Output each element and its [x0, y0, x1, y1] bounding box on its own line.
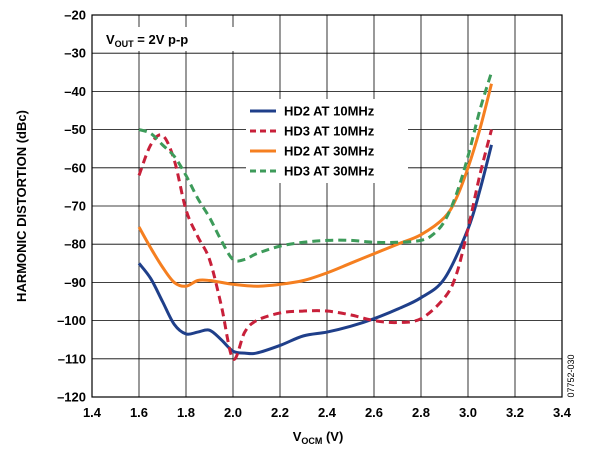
- legend-label: HD3 AT 30MHz: [284, 164, 375, 179]
- y-tick-label: –80: [64, 237, 86, 252]
- series-line-hd2-at-30mhz: [137, 83, 493, 288]
- legend-label: HD2 AT 30MHz: [284, 144, 375, 159]
- legend: HD2 AT 10MHz HD3 AT 10MHz HD2 AT 30MHz HD3 …: [246, 99, 408, 183]
- legend-label: HD3 AT 10MHz: [284, 124, 375, 139]
- grid: [92, 15, 562, 397]
- x-tick-label: 2.0: [224, 405, 242, 420]
- x-tick-label: 2.6: [365, 405, 383, 420]
- y-tick-label: –40: [64, 84, 86, 99]
- plot-frame: [91, 14, 563, 398]
- annotation-sub: OUT: [115, 39, 135, 49]
- y-axis-title: HARMONIC DISTORTION (dBc): [14, 110, 29, 302]
- y-tick-label: –120: [57, 390, 86, 405]
- y-tick-label: –20: [64, 8, 86, 23]
- y-tick-label: –70: [64, 199, 86, 214]
- x-axis-title: VOCM (V): [293, 429, 344, 446]
- annotation: VOUT = 2V p-p: [100, 27, 240, 51]
- y-tick-label: –100: [57, 313, 86, 328]
- x-axis-title-main: V: [293, 429, 302, 444]
- series-line-hd3-at-30mhz: [138, 71, 493, 263]
- y-tick-label: –60: [64, 160, 86, 175]
- x-tick-label: 1.6: [130, 405, 148, 420]
- annotation-background: [100, 27, 240, 51]
- series-lines: [137, 71, 493, 361]
- x-tick-label: 2.4: [318, 405, 337, 420]
- svg-text:VOUT = 2V p-p: VOUT = 2V p-p: [106, 32, 188, 49]
- annotation-rest: = 2V p-p: [134, 32, 189, 47]
- legend-background: [246, 99, 408, 183]
- y-tick-label: –110: [58, 351, 86, 366]
- x-axis-title-rest: (V): [322, 429, 343, 444]
- x-tick-label: 3.2: [506, 405, 524, 420]
- series-line-hd2-at-10mhz: [137, 144, 493, 356]
- series-line-hd3-at-10mhz: [137, 129, 493, 361]
- x-axis-title-sub: OCM: [301, 436, 322, 446]
- figure-id: 07752-030: [566, 354, 576, 397]
- legend-label: HD2 AT 10MHz: [284, 104, 375, 119]
- x-tick-label: 3.4: [553, 405, 572, 420]
- y-tick-label: –50: [64, 122, 86, 137]
- y-tick-label: –30: [64, 46, 86, 61]
- x-tick-label: 1.4: [83, 405, 102, 420]
- tick-labels: 1.4 1.6 1.8 2.0 2.2 2.4 2.6 2.8 3.0 3.2 3.4 –20 –30 –…: [57, 8, 572, 421]
- x-tick-label: 3.0: [459, 405, 477, 420]
- y-tick-label: –90: [64, 275, 86, 290]
- x-tick-label: 2.8: [412, 405, 430, 420]
- x-tick-label: 2.2: [271, 405, 289, 420]
- annotation-main: V: [106, 32, 115, 47]
- x-tick-label: 1.8: [177, 405, 195, 420]
